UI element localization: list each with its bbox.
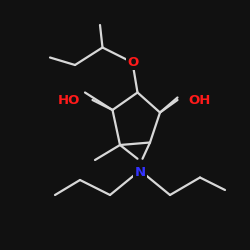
Text: OH: OH [189,94,211,106]
Text: O: O [127,56,138,69]
Text: HO: HO [58,94,80,106]
Text: N: N [134,166,145,179]
